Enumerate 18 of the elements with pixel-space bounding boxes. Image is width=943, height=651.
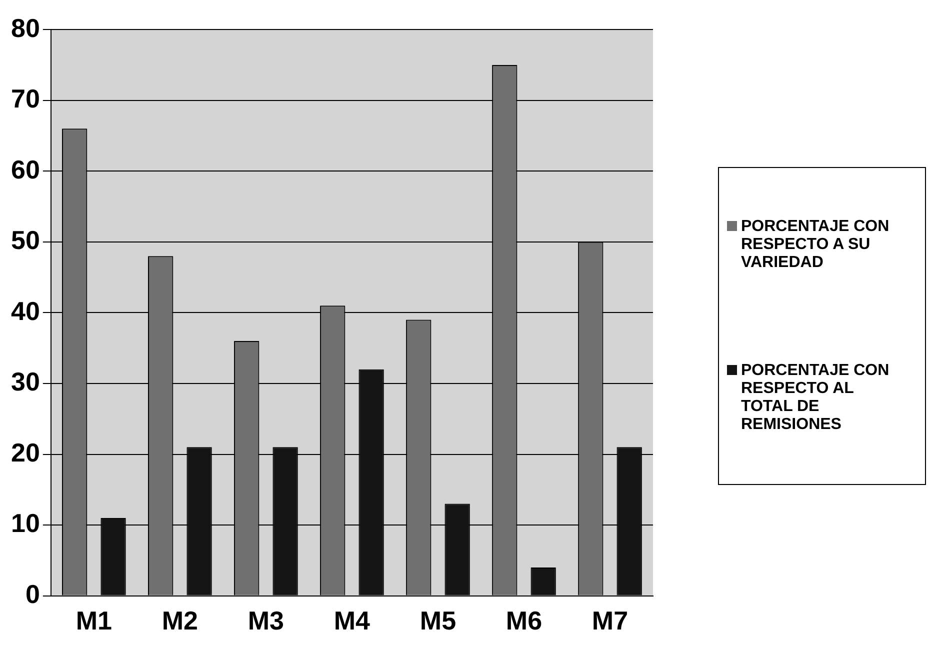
x-tick-label: M2 (162, 605, 198, 636)
x-tick-label: M6 (506, 605, 542, 636)
x-tick-label: M4 (334, 605, 371, 636)
legend-label: PORCENTAJE CON RESPECTO AL TOTAL DE REMISIONES (741, 362, 890, 434)
x-tick-label: M1 (76, 605, 112, 636)
legend-label: PORCENTAJE CON RESPECTO A SU VARIEDAD (741, 218, 890, 272)
y-tick-label: 60 (11, 154, 40, 184)
y-tick-label: 40 (11, 295, 40, 326)
y-tick-label: 80 (11, 12, 40, 42)
y-tick-label: 0 (25, 578, 40, 608)
y-tick-label: 20 (11, 436, 40, 467)
x-tick-label: M5 (420, 605, 456, 636)
y-tick-label: 10 (11, 508, 40, 538)
x-tick-label: M3 (248, 605, 284, 636)
y-tick-label: 70 (11, 83, 40, 114)
y-tick-label: 50 (11, 224, 40, 255)
y-tick-label: 30 (11, 366, 40, 396)
x-tick-label: M7 (592, 605, 628, 636)
